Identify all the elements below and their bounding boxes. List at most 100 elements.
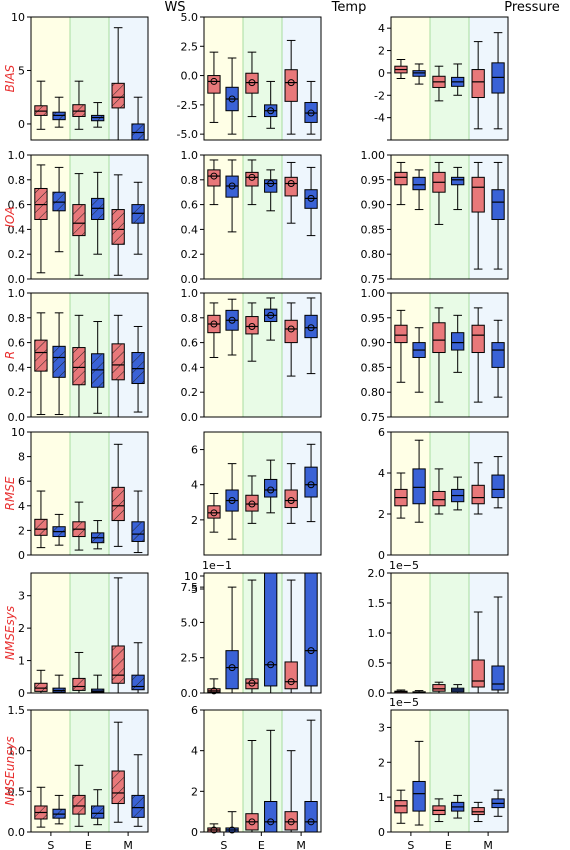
box [207,505,221,519]
mean-marker [228,95,236,103]
mean-marker [248,679,256,687]
box [304,572,318,687]
y-tick-label: 6 [18,475,25,488]
y-tick-label: 0.5 [8,785,26,798]
box [131,204,145,224]
y-tick-label: 0.8 [181,174,199,187]
panel: 0 2 4 6 S E M [191,704,322,850]
x-tick-label: S [47,839,54,850]
mean-marker [307,818,315,826]
column-title: Pressure [504,0,560,15]
y-tick-label: 0.0 [181,687,199,700]
box [72,347,86,386]
y-tick-label: 5 [18,64,25,77]
box [471,807,485,816]
y-tick-label: 2.0 [368,567,386,580]
mean-marker [228,826,236,834]
y-tick-label: 0.8 [8,312,26,325]
y-tick-label: 0.0 [8,826,26,839]
y-tick-label: 0.90 [361,199,386,212]
mean-marker [248,79,256,87]
y-tick-label: 0 [378,549,385,562]
y-tick-label: 1.0 [181,149,199,162]
y-tick-label: 1.0 [181,287,199,300]
row-ylabel: BIAS [3,64,17,92]
panel-frame [30,154,149,280]
y-tick-label: 5.0 [181,11,199,24]
y-tick-label: 1.5 [368,597,386,610]
y-tick-label: 6 [191,704,198,717]
y-tick-label: 0.95 [361,174,386,187]
y-tick-label: 5.0 [181,616,199,629]
x-tick-label: E [258,839,265,850]
row-ylabel: RMSE [3,476,17,510]
panel: -4 -2 0 2 4 [374,16,509,141]
panel-frame [390,709,509,833]
y-tick-label: 6 [191,444,198,457]
row-ylabel: R [3,351,17,359]
axis-exponent: 1e−5 [389,559,419,572]
y-tick-label: 0 [378,67,385,80]
mean-marker [228,497,236,505]
mean-marker [210,320,218,328]
box [111,82,125,109]
box [111,645,125,684]
y-tick-label: 0.80 [361,386,386,399]
box [491,342,505,368]
axis-exponent: 1e−5 [389,696,419,709]
y-tick-label: 1 [18,655,25,668]
box [432,490,446,507]
box [72,794,86,815]
box [491,189,505,220]
box [131,521,145,542]
panel: 0.0 0.2 0.4 0.6 0.8 1.0 [181,149,322,286]
mean-marker [228,316,236,324]
y-tick-label: 0.4 [181,361,199,374]
panel: 0 1 2 3 1e−5 S E M [378,696,509,850]
box [34,518,48,536]
box [225,650,239,690]
region-band [282,155,321,279]
panel: 0 2 4 6 [378,426,509,562]
y-tick-label: 10 [11,426,25,439]
y-tick-label: -2.5 [177,99,198,112]
panel-frame [30,572,149,694]
y-tick-label: 4 [18,500,25,513]
x-tick-label: S [220,839,227,850]
mean-marker [267,180,275,188]
y-tick-label: 1.0 [8,287,26,300]
column-title: WS [164,0,185,15]
y-tick-label: 0.6 [181,199,199,212]
y-tick-label: 3 [378,721,385,734]
region-band [391,573,430,693]
y-tick-label: 0.4 [8,361,26,374]
y-tick-label: 2.5 [181,652,199,665]
box [245,316,259,335]
y-tick-label: 2 [18,524,25,537]
panel-frame [390,16,509,141]
box [412,468,426,505]
box [451,176,465,186]
mean-marker [287,79,295,87]
box [245,494,259,512]
box [471,484,485,505]
mean-marker [267,107,275,115]
y-tick-label: 2.5 [181,40,199,53]
y-tick-label: 1 [378,791,385,804]
y-tick-label: 0.85 [361,361,386,374]
box [131,352,145,385]
mean-marker [307,324,315,332]
box [471,659,485,688]
box [304,801,318,833]
box [34,339,48,372]
x-tick-label: M [483,839,493,850]
y-tick-label: 0 [378,826,385,839]
panel-frame [203,431,322,556]
box [72,204,86,237]
y-tick-label: 0 [18,549,25,562]
box [131,674,145,691]
mean-marker [287,497,295,505]
y-tick-label: 6 [378,426,385,439]
box [471,176,485,213]
